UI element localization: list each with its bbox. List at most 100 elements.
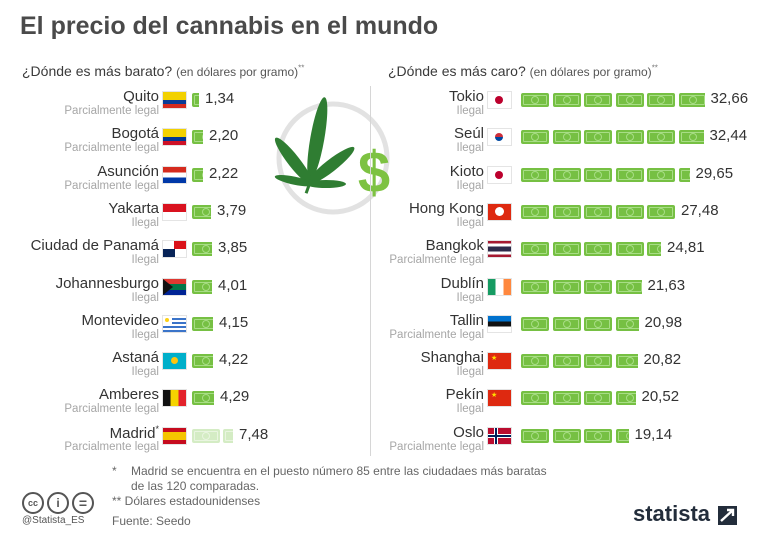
city-label: Quito bbox=[123, 88, 159, 105]
value-label: 4,29 bbox=[220, 388, 250, 406]
row-label-group: Asunción Parcialmente legal bbox=[0, 161, 159, 195]
value-label: 21,63 bbox=[647, 276, 686, 294]
banknote-icon bbox=[552, 354, 581, 369]
banknote-icon bbox=[584, 167, 612, 182]
row-label-group: Bogotá Parcialmente legal bbox=[0, 123, 159, 157]
legal-status-label: Ilegal bbox=[456, 105, 485, 117]
banknote-icon bbox=[615, 242, 644, 257]
left-heading-main: ¿Dónde es más barato? bbox=[22, 63, 173, 79]
flag-icon-ireland bbox=[488, 278, 511, 295]
banknote-icon bbox=[521, 167, 549, 182]
value-label: 20,98 bbox=[644, 313, 683, 331]
banknote-icon bbox=[521, 279, 549, 294]
city-label: Amberes bbox=[98, 386, 159, 404]
banknote-icon bbox=[552, 391, 581, 406]
row-label-group: Amberes Parcialmente legal bbox=[0, 384, 159, 418]
flag-icon-china: ★ bbox=[488, 353, 511, 370]
value-label: 4,22 bbox=[219, 351, 249, 369]
flag-icon-uruguay bbox=[163, 315, 186, 332]
banknote-icon bbox=[584, 130, 612, 145]
column-divider bbox=[370, 86, 371, 456]
chart-row: Dublín Ilegal 21,63 bbox=[0, 273, 759, 307]
value-label: 4,15 bbox=[219, 313, 249, 331]
banknote-icon bbox=[521, 354, 549, 369]
banknote-icon bbox=[552, 428, 581, 443]
city-label: Montevideo bbox=[81, 311, 159, 329]
banknote-icon bbox=[584, 204, 612, 219]
chart-title: El precio del cannabis en el mundo bbox=[20, 12, 439, 40]
value-label: 2,22 bbox=[209, 164, 239, 182]
banknote-icon bbox=[615, 130, 644, 145]
city-label: Bogotá bbox=[111, 125, 159, 143]
banknote-icon bbox=[521, 130, 549, 145]
flag-icon-ecuador bbox=[163, 92, 186, 108]
banknote-icon bbox=[192, 93, 199, 107]
flag-icon-hong-kong bbox=[488, 203, 511, 220]
banknote-icon bbox=[615, 391, 636, 406]
banknote-icon bbox=[615, 279, 642, 294]
city-label: Astaná bbox=[112, 349, 159, 367]
dollar-sign-icon: $ bbox=[358, 140, 390, 205]
chart-row: Astaná Ilegal 4,22 bbox=[0, 347, 759, 381]
legal-status-label: Parcialmente legal bbox=[64, 403, 159, 416]
row-label-group: Seúl Ilegal bbox=[284, 123, 484, 157]
banknote-icon bbox=[647, 204, 675, 219]
legal-status-label: Ilegal bbox=[131, 291, 160, 304]
row-label-group: Ciudad de Panamá Ilegal bbox=[0, 235, 159, 269]
chart-row: Seúl Ilegal 32,44 bbox=[0, 123, 759, 157]
row-label-group: Tallin Parcialmente legal bbox=[284, 310, 484, 344]
attribution-icon: i bbox=[47, 492, 69, 514]
legal-status-label: Parcialmente legal bbox=[389, 328, 484, 341]
statista-logo-mark bbox=[718, 506, 737, 525]
right-heading-unit: (en dólares por gramo) bbox=[529, 65, 652, 79]
flag-icon-south-africa bbox=[163, 278, 186, 295]
city-label: Tallin bbox=[449, 311, 484, 329]
left-column-heading: ¿Dónde es más barato? (en dólares por gr… bbox=[22, 63, 304, 79]
banknote-icon bbox=[192, 391, 214, 406]
chart-row: Ciudad de Panamá Ilegal 3,85 bbox=[0, 235, 759, 269]
banknote-icon bbox=[584, 279, 612, 294]
banknote-icon bbox=[521, 204, 549, 219]
banknote-icon bbox=[678, 130, 704, 145]
banknote-icon bbox=[192, 354, 213, 369]
banknote-icon bbox=[615, 204, 644, 219]
banknote-icon bbox=[552, 242, 581, 257]
value-label: 7,48 bbox=[239, 425, 269, 443]
legal-status-label: Parcialmente legal bbox=[64, 440, 159, 453]
city-label: Johannesburgo bbox=[55, 274, 159, 292]
legal-status-label: Ilegal bbox=[456, 403, 485, 416]
banknote-icon bbox=[647, 242, 661, 257]
row-label-group: Montevideo Ilegal bbox=[0, 310, 159, 344]
legal-status-label: Ilegal bbox=[131, 216, 160, 229]
city-label: Tokio bbox=[448, 88, 484, 105]
legal-status-label: Ilegal bbox=[131, 366, 160, 379]
banknote-icon bbox=[552, 316, 581, 331]
banknote-icon bbox=[584, 93, 612, 107]
banknote-icon bbox=[615, 354, 638, 369]
flag-icon-belgium bbox=[163, 390, 186, 407]
row-label-group: Madrid* Parcialmente legal bbox=[0, 422, 159, 456]
banknote-icon bbox=[647, 130, 675, 145]
legal-status-label: Ilegal bbox=[456, 216, 485, 229]
chart-row: Oslo Parcialmente legal 19,14 bbox=[0, 422, 759, 456]
creative-commons-icon: cc bbox=[22, 492, 44, 514]
flag-icon-panama bbox=[163, 241, 186, 258]
flag-icon-spain bbox=[163, 427, 186, 444]
city-label: Yakarta bbox=[108, 199, 159, 217]
left-heading-unit: (en dólares por gramo) bbox=[176, 65, 299, 79]
chart-row: Pekín Ilegal ★ 20,52 bbox=[0, 384, 759, 418]
chart-row: Amberes Parcialmente legal 4,29 bbox=[0, 384, 759, 418]
value-label: 20,82 bbox=[643, 351, 682, 369]
flag-icon-south-korea bbox=[488, 129, 511, 146]
source-note: Fuente: Seedo bbox=[112, 514, 191, 528]
statista-logo[interactable]: statista bbox=[633, 501, 711, 526]
banknote-icon bbox=[615, 316, 639, 331]
banknote-icon bbox=[192, 130, 203, 145]
flag-icon-china: ★ bbox=[488, 390, 511, 407]
banknote-icon bbox=[521, 391, 549, 406]
row-label-group: Kioto Ilegal bbox=[284, 161, 484, 195]
banknote-icon bbox=[552, 130, 581, 145]
value-label: 27,48 bbox=[681, 201, 719, 219]
banknote-icon bbox=[521, 242, 549, 257]
flag-icon-japan bbox=[488, 92, 511, 108]
